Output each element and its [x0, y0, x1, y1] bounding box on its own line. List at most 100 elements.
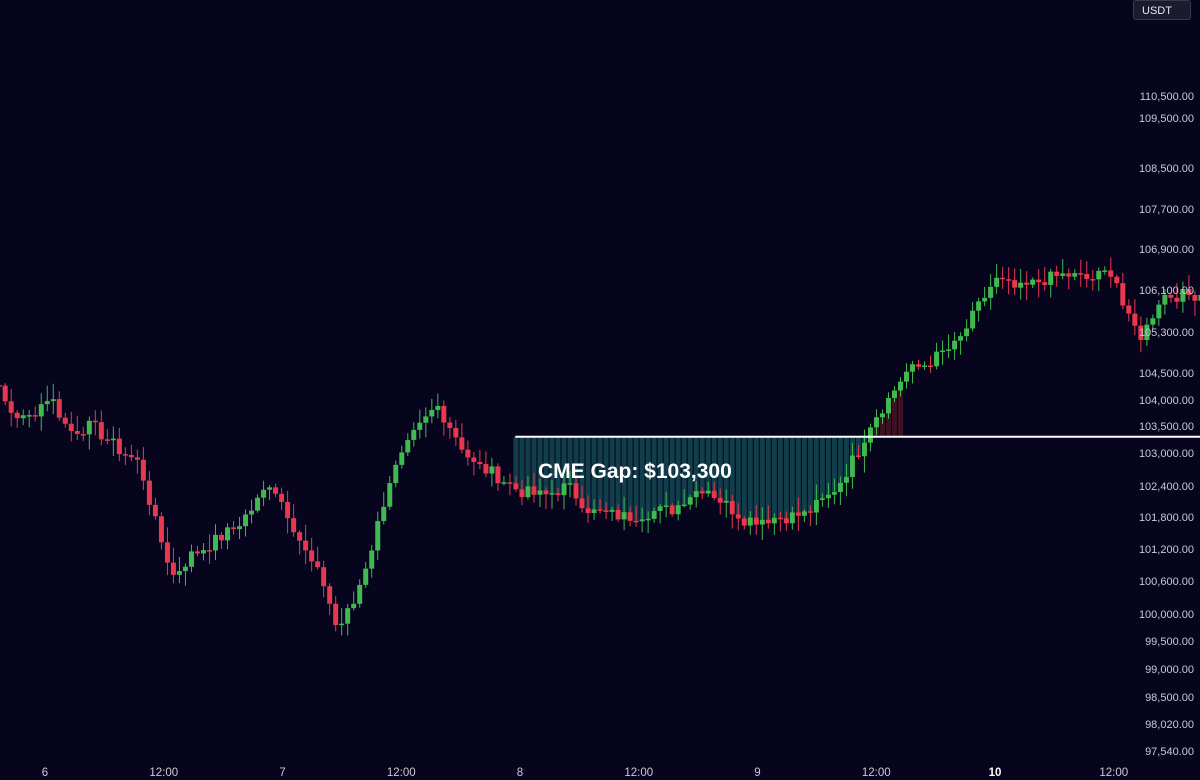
gap-fill-bar: [885, 413, 891, 437]
candle-body: [934, 351, 940, 367]
cme-gap-label: CME Gap: $103,300: [538, 460, 732, 483]
gap-fill-bar: [525, 436, 531, 487]
candle-body: [922, 365, 928, 368]
x-tick-label: 6: [42, 767, 48, 779]
candle-body: [916, 364, 922, 367]
candle-body: [152, 504, 158, 517]
candle-body: [567, 483, 573, 485]
candle-body: [1174, 297, 1180, 302]
candle-body: [1108, 270, 1114, 277]
candle-body: [1156, 304, 1162, 319]
candle-body: [471, 457, 477, 462]
gap-fill-bar: [699, 436, 705, 492]
candle-body: [369, 550, 375, 569]
candle-body: [807, 511, 813, 513]
candle-body: [459, 437, 465, 450]
y-tick-label: 98,020.00: [1145, 719, 1194, 731]
candle-body: [363, 568, 369, 585]
gap-fill-bar: [597, 436, 603, 510]
candle-body: [675, 505, 681, 515]
x-tick-label: 12:00: [624, 767, 653, 779]
candle-body: [651, 510, 657, 519]
candle-body: [1024, 282, 1030, 285]
candle-body: [249, 510, 255, 515]
candle-body: [1060, 273, 1066, 276]
candle-body: [693, 491, 699, 498]
candle-body: [657, 506, 663, 511]
candle-body: [146, 480, 152, 505]
candle-body: [633, 520, 639, 523]
candle-body: [910, 364, 916, 372]
candle-body: [255, 497, 261, 511]
candle-body: [597, 509, 603, 511]
y-tick-label: 102,400.00: [1139, 481, 1194, 493]
gap-fill-bar: [531, 436, 537, 487]
candle-body: [1066, 273, 1072, 277]
candle-body: [537, 490, 543, 495]
gap-fill-bar: [759, 436, 765, 520]
y-tick-label: 97,540.00: [1145, 746, 1194, 758]
candle-body: [333, 603, 339, 625]
candle-body: [303, 540, 309, 551]
gap-fill-bar: [717, 436, 723, 498]
candle-body: [771, 517, 777, 524]
y-tick-label: 108,500.00: [1139, 163, 1194, 175]
candle-body: [928, 365, 934, 368]
candle-body: [435, 405, 441, 410]
candle-body: [627, 512, 633, 521]
candle-body: [375, 521, 381, 551]
y-tick-label: 99,500.00: [1145, 636, 1194, 648]
gap-fill-bar: [591, 436, 597, 510]
candle-body: [1168, 294, 1174, 298]
candle-body: [1078, 273, 1084, 275]
candle-body: [26, 415, 32, 417]
candle-body: [128, 454, 134, 458]
candle-body: [843, 476, 849, 483]
candle-body: [873, 417, 879, 428]
gap-fill-bar: [843, 436, 849, 477]
gap-fill-bar: [711, 436, 717, 491]
candle-body: [194, 551, 200, 554]
candle-body: [1102, 270, 1108, 272]
candle-body: [225, 527, 231, 541]
currency-badge[interactable]: USDT: [1133, 0, 1191, 20]
candle-body: [1198, 294, 1200, 301]
candle-body: [525, 486, 531, 498]
candle-body: [231, 527, 237, 530]
candle-body: [56, 399, 62, 418]
gap-fill-bar: [807, 436, 813, 512]
gap-fill-bar: [837, 436, 843, 483]
candle-body: [170, 562, 176, 575]
candle-body: [20, 415, 26, 419]
candle-body: [747, 517, 753, 526]
candle-body: [891, 390, 897, 399]
candle-body: [976, 301, 982, 311]
candle-body: [1084, 273, 1090, 280]
candle-body: [723, 500, 729, 503]
y-tick-label: 99,000.00: [1145, 664, 1194, 676]
gap-fill-bar: [771, 436, 777, 518]
candle-body: [687, 497, 693, 505]
x-axis: 612:00712:00812:00912:001012:001112:0012…: [42, 767, 1128, 779]
gap-fill-bar: [891, 398, 897, 437]
gap-fill-bar: [753, 436, 759, 518]
y-tick-label: 104,000.00: [1139, 395, 1194, 407]
x-tick-label: 12:00: [1099, 767, 1128, 779]
candle-body: [116, 438, 122, 455]
gap-fill-bar: [537, 436, 543, 491]
candle-body: [513, 483, 519, 490]
candle-body: [699, 491, 705, 494]
candle-body: [879, 413, 885, 418]
candle-body: [1144, 324, 1150, 341]
gap-fill-bar: [585, 436, 591, 509]
gap-fill-bar: [555, 436, 561, 494]
candle-body: [80, 434, 86, 436]
x-tick-label: 10: [989, 767, 1002, 779]
candle-body: [357, 584, 363, 604]
y-tick-label: 98,500.00: [1145, 692, 1194, 704]
candle-body: [897, 381, 903, 391]
candle-body: [615, 509, 621, 520]
candle-body: [669, 505, 675, 515]
y-tick-label: 109,500.00: [1139, 113, 1194, 125]
